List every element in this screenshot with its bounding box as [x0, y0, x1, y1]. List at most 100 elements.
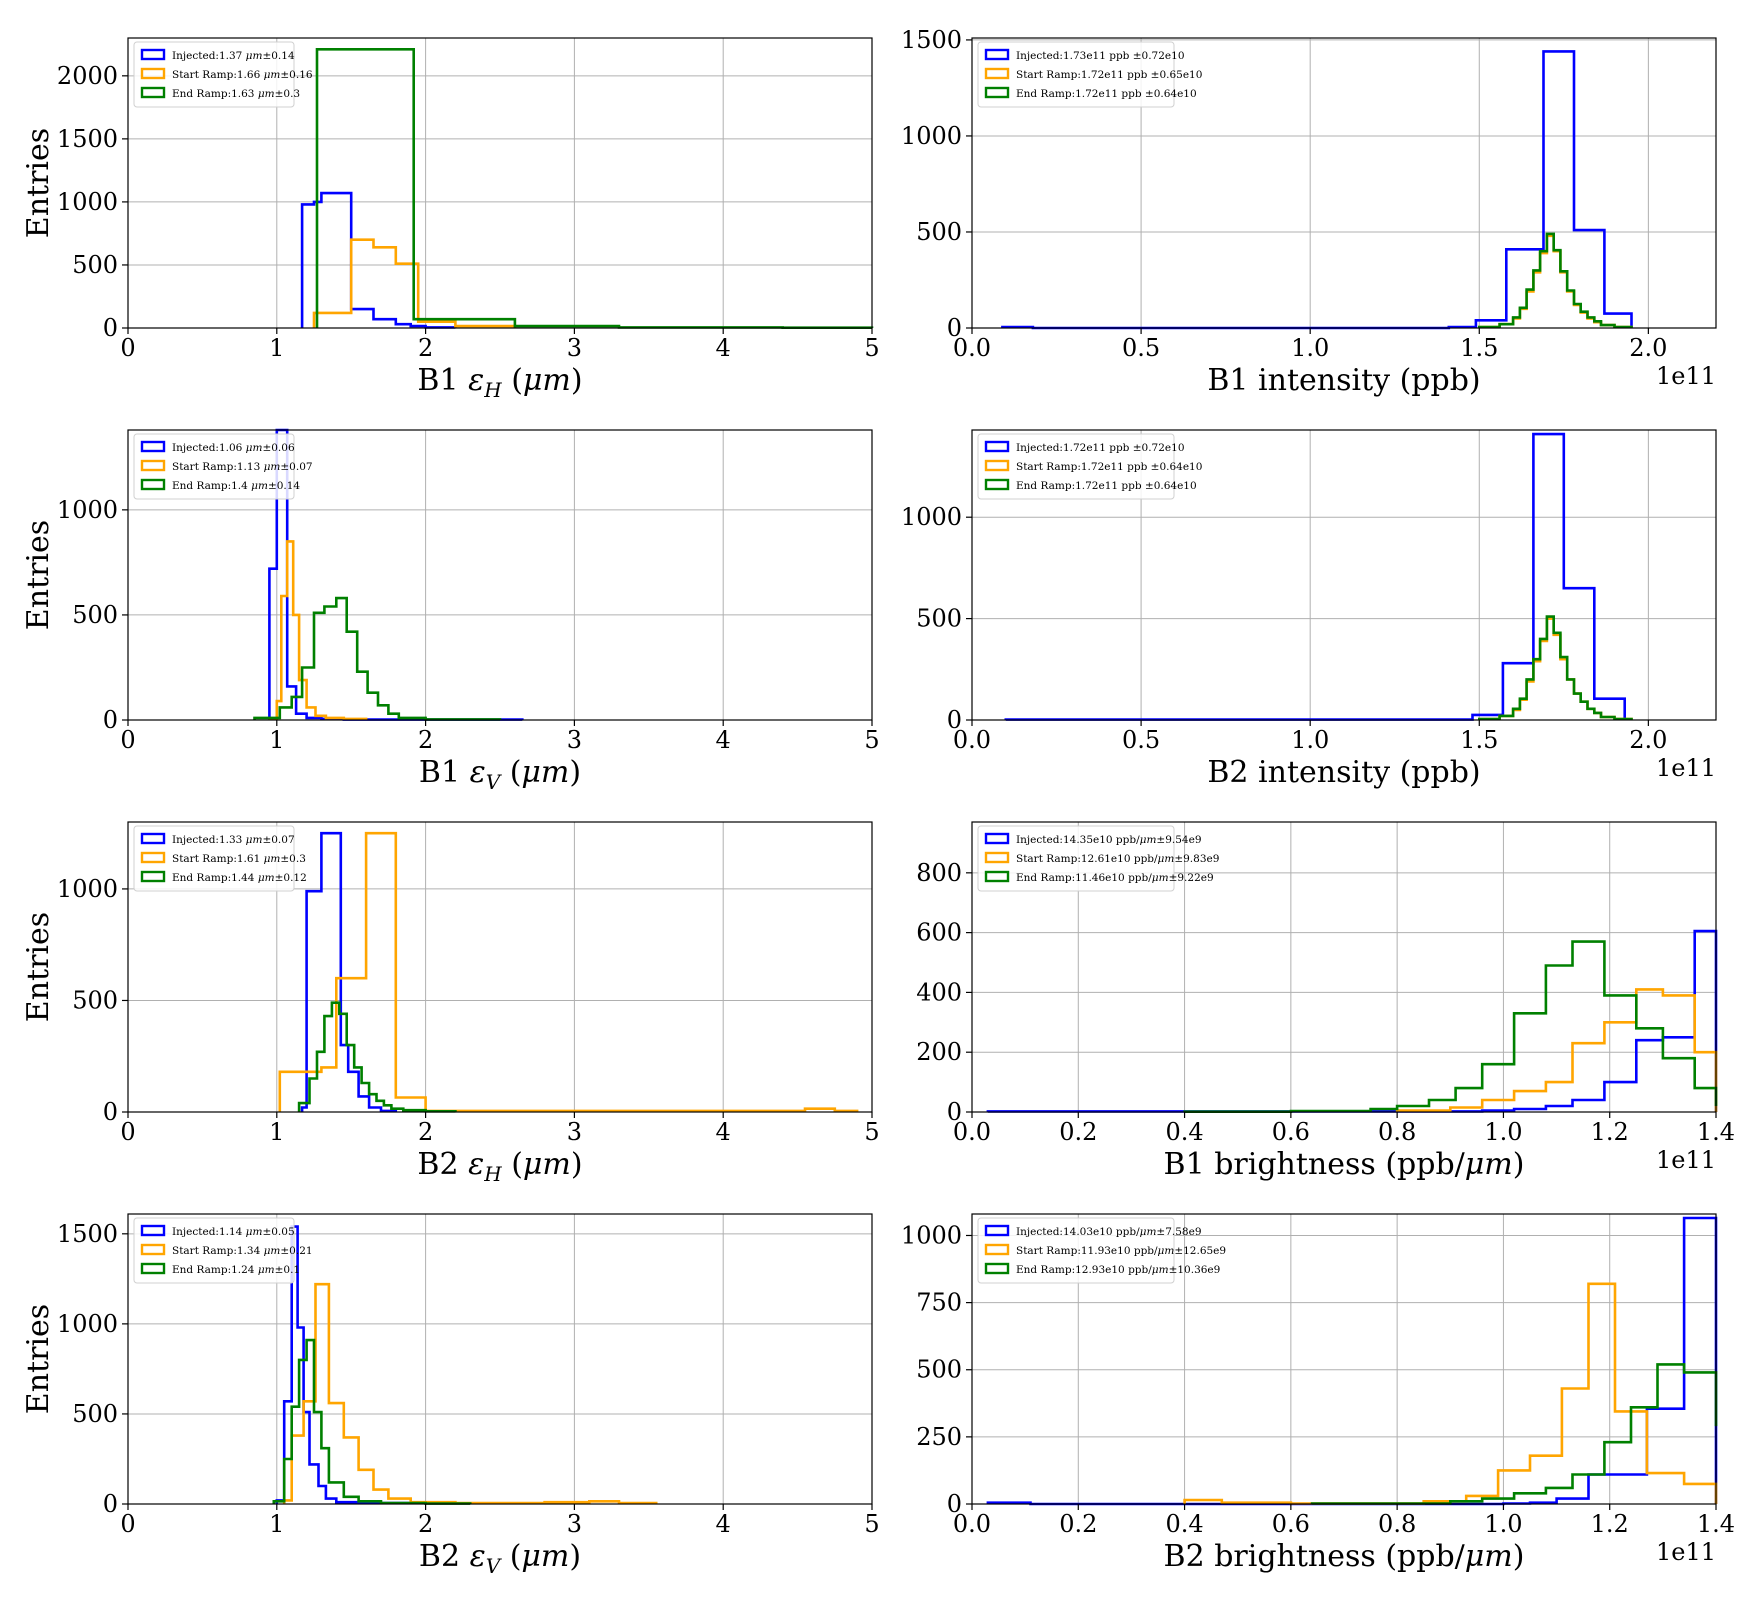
legend-swatch	[140, 870, 166, 883]
y-tick-label: 200	[916, 1038, 962, 1066]
axes-frame	[127, 429, 873, 721]
x-axis-label: B2 εV (μm)	[419, 1539, 581, 1578]
histogram-series-3	[315, 48, 874, 329]
x-tick-label: 0	[120, 1118, 135, 1146]
axes-frame	[127, 37, 873, 329]
x-axis-label: B2 intensity (ppb)	[1207, 755, 1480, 790]
chart-panel-1: 0 1 2 3 4 5 0 500 1000 1500 2000 B1 εH (μm) Entries I…	[21, 37, 880, 402]
legend-swatch	[984, 86, 1010, 99]
histogram-series-2	[1183, 1282, 1718, 1505]
legend-entry: Injected:1.14 μm±0.05	[172, 1226, 295, 1238]
legend-box	[133, 825, 295, 892]
x-tick-label: 0	[120, 1510, 135, 1538]
histogram-series-3	[297, 1001, 457, 1113]
x-tick-label: 5	[864, 334, 879, 362]
x-tick-label: 0.0	[953, 1118, 991, 1146]
y-tick-label: 1000	[901, 122, 962, 150]
chart-panel-2: 0.0 0.5 1.0 1.5 2.0 0 500 1000 1500 B1 intensity …	[901, 26, 1717, 398]
legend-entry: End Ramp:12.93e10 ppb/μm±10.36e9	[1016, 1264, 1220, 1276]
x-tick-label: 0.0	[953, 726, 991, 754]
histogram-series-3	[1478, 615, 1633, 721]
y-tick-label: 800	[916, 859, 962, 887]
histogram-series-3	[253, 596, 502, 721]
y-tick-label: 500	[916, 605, 962, 633]
legend-entry: Start Ramp:11.93e10 ppb/μm±12.65e9	[1016, 1245, 1226, 1257]
legend: Injected:1.72e11 ppb ±0.72e10 Start Ramp:…	[977, 433, 1202, 500]
x-tick-label: 2.0	[1629, 334, 1667, 362]
x-tick-label: 4	[716, 726, 731, 754]
histogram-series-1	[986, 929, 1718, 1113]
legend-entry: Start Ramp:1.13 μm±0.07	[172, 461, 313, 473]
legend-swatch	[140, 478, 166, 491]
y-tick-label: 1000	[57, 496, 118, 524]
legend: Injected:1.73e11 ppb ±0.72e10 Start Ramp:…	[977, 41, 1202, 108]
y-tick-label: 0	[947, 314, 962, 342]
x-tick-label: 0.8	[1378, 1510, 1416, 1538]
axes-frame	[127, 821, 873, 1113]
legend-swatch	[140, 67, 166, 80]
x-tick-label: 0.5	[1122, 334, 1160, 362]
y-tick-label: 1500	[57, 125, 118, 153]
legend-entry: End Ramp:1.72e11 ppb ±0.64e10	[1016, 88, 1197, 100]
x-axis-label: B1 intensity (ppb)	[1207, 363, 1480, 398]
x-tick-label: 1.4	[1697, 1510, 1735, 1538]
x-tick-label: 1.0	[1291, 334, 1329, 362]
legend-box	[133, 41, 295, 108]
x-tick-label: 0.0	[953, 334, 991, 362]
legend-entry: Start Ramp:12.61e10 ppb/μm±9.83e9	[1016, 853, 1219, 865]
x-tick-label: 2	[418, 1510, 433, 1538]
chart-panel-7: 0 1 2 3 4 5 0 500 1000 1500 B2 εV (μm) Entries Injec…	[21, 1213, 880, 1578]
legend-box	[977, 825, 1175, 892]
legend-swatch	[140, 832, 166, 845]
x-axis-label: B2 brightness (ppb/μm)	[1164, 1539, 1525, 1574]
histogram-series-3	[1478, 232, 1633, 329]
legend-entry: End Ramp:1.63 μm±0.3	[172, 88, 300, 100]
y-tick-label: 400	[916, 978, 962, 1006]
histogram-series-2	[312, 238, 517, 328]
histogram-series-3	[1183, 940, 1718, 1113]
x-tick-label: 1	[269, 726, 284, 754]
x-tick-label: 4	[716, 1510, 731, 1538]
y-tick-label: 0	[103, 1490, 118, 1518]
histogram-series-1	[268, 428, 524, 721]
legend-swatch	[140, 86, 166, 99]
legend-entry: Injected:1.06 μm±0.06	[172, 442, 295, 454]
x-tick-label: 1.4	[1697, 1118, 1735, 1146]
legend-box	[133, 433, 295, 500]
legend: Injected:1.37 μm±0.14 Start Ramp:1.66 μm±…	[133, 41, 313, 108]
legend-box	[977, 41, 1175, 108]
legend-swatch	[140, 1243, 166, 1256]
y-axis-label: Entries	[21, 1304, 56, 1414]
x-tick-label: 0.4	[1165, 1510, 1203, 1538]
y-tick-label: 500	[72, 251, 118, 279]
x-tick-label: 1	[269, 1118, 284, 1146]
legend-swatch	[984, 1262, 1010, 1275]
histogram-series-3	[272, 1338, 472, 1505]
y-axis-label: Entries	[21, 912, 56, 1022]
legend-swatch	[140, 1224, 166, 1237]
y-tick-label: 0	[947, 706, 962, 734]
histogram-series-1	[300, 831, 398, 1113]
legend-entry: Injected:14.03e10 ppb/μm±7.58e9	[1016, 1226, 1202, 1238]
y-tick-label: 600	[916, 919, 962, 947]
x-tick-label: 0.2	[1059, 1118, 1097, 1146]
x-tick-label: 1.2	[1591, 1118, 1629, 1146]
y-tick-label: 0	[947, 1098, 962, 1126]
axes-frame	[971, 37, 1717, 329]
y-tick-label: 0	[103, 314, 118, 342]
legend-entry: End Ramp:1.44 μm±0.12	[172, 872, 307, 884]
x-tick-label: 2.0	[1629, 726, 1667, 754]
legend-swatch	[140, 851, 166, 864]
legend-swatch	[140, 440, 166, 453]
legend-swatch	[984, 851, 1010, 864]
x-tick-label: 0	[120, 726, 135, 754]
legend-entry: Injected:1.72e11 ppb ±0.72e10	[1016, 442, 1185, 454]
legend-swatch	[984, 1243, 1010, 1256]
x-tick-label: 0	[120, 334, 135, 362]
x-tick-label: 0.6	[1272, 1510, 1310, 1538]
x-tick-label: 0.2	[1059, 1510, 1097, 1538]
x-tick-label: 3	[567, 1510, 582, 1538]
x-axis-offset-label: 1e11	[1656, 1538, 1716, 1566]
